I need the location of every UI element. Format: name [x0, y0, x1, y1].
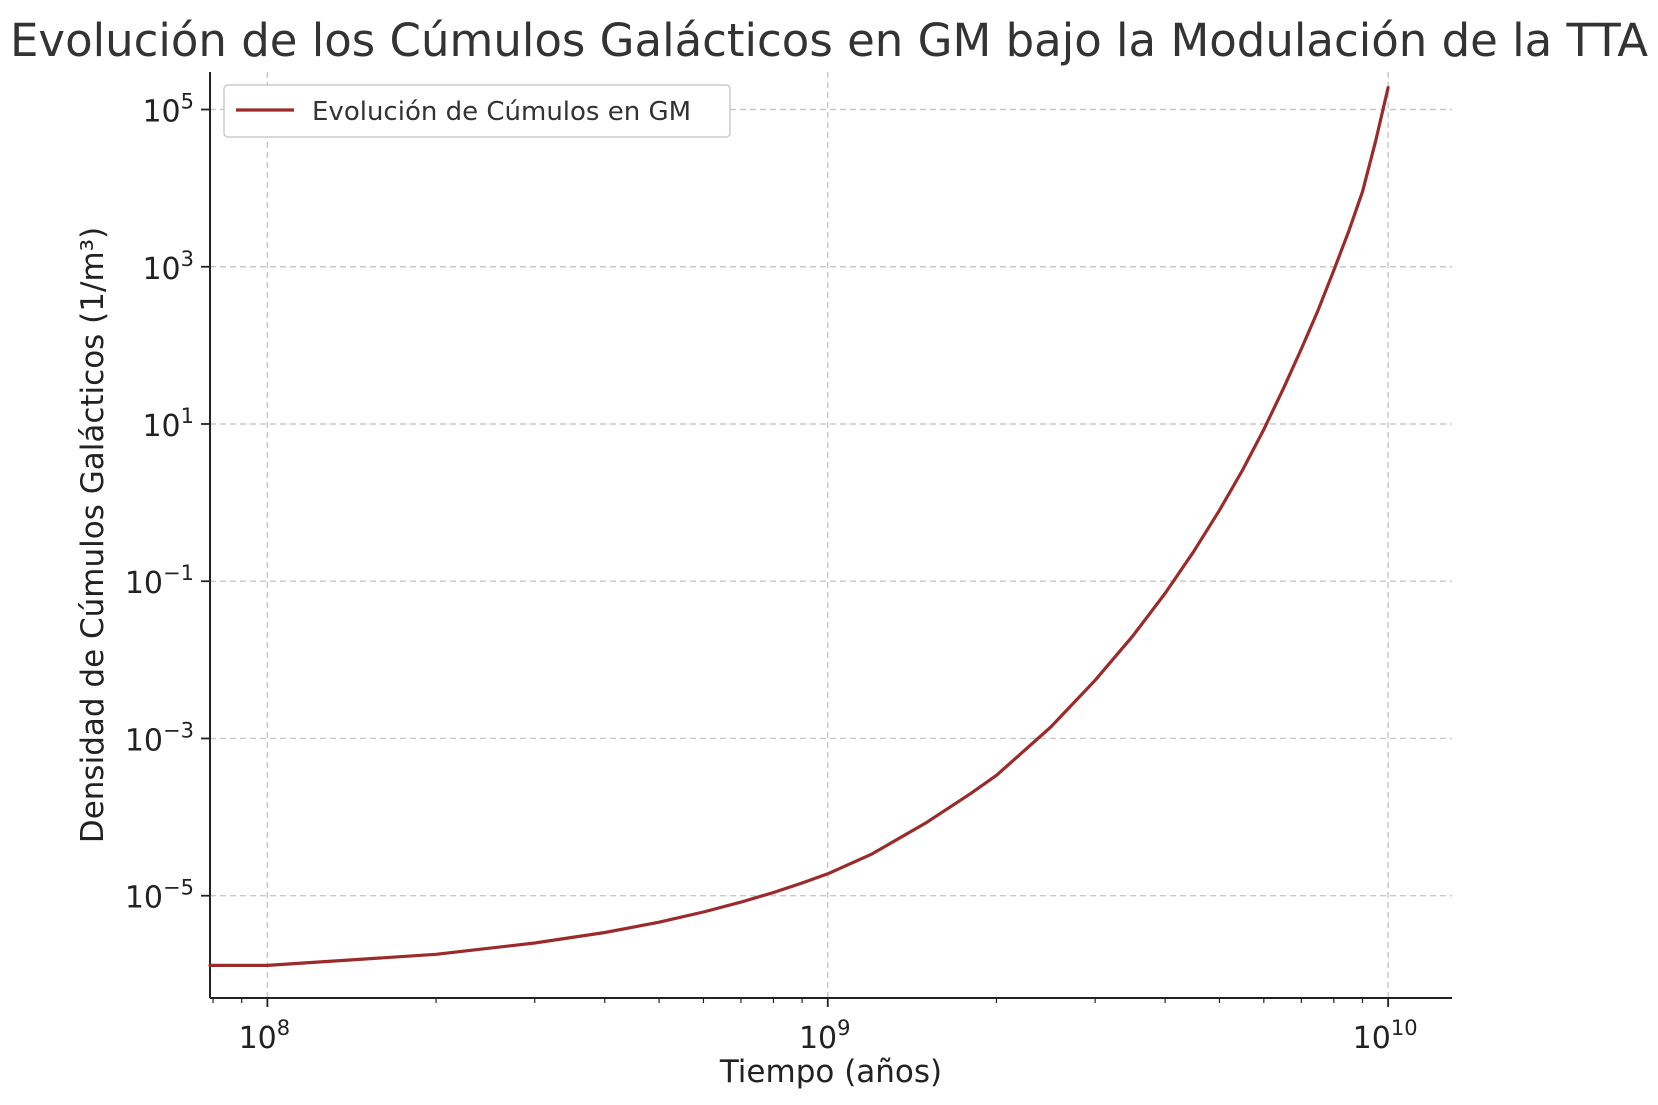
y-tick-label: 105	[142, 90, 194, 130]
y-tick-label: 10−1	[125, 561, 194, 601]
x-axis-label: Tiempo (años)	[719, 1054, 942, 1090]
y-tick-label: 10−5	[125, 876, 194, 916]
legend-label: Evolución de Cúmulos en GM	[312, 97, 691, 127]
y-tick-label-exponent: −1	[163, 561, 194, 585]
y-tick-label-exponent: −5	[163, 876, 194, 900]
legend: Evolución de Cúmulos en GM	[223, 84, 731, 138]
x-tick-label: 1010	[1353, 1016, 1418, 1056]
x-axis-ticks: 108 109 1010	[212, 998, 1418, 1056]
y-tick-label-base: 10	[125, 881, 163, 916]
y-tick-label-exponent: −3	[163, 718, 194, 742]
series-line	[208, 86, 1390, 967]
x-tick-label: 108	[239, 1016, 291, 1056]
x-tick-label-exponent: 10	[1391, 1016, 1418, 1040]
series-layer	[208, 86, 1390, 967]
y-tick-label-base: 10	[142, 95, 180, 130]
legend-box	[223, 84, 731, 138]
y-tick-label-base: 10	[142, 252, 180, 287]
y-tick-label: 103	[142, 247, 194, 287]
chart-title: Evolución de los Cúmulos Galácticos en G…	[10, 14, 1648, 67]
x-tick-label-base: 10	[1353, 1021, 1391, 1056]
y-tick-label-exponent: 1	[181, 404, 194, 428]
x-tick-label-exponent: 9	[837, 1016, 850, 1040]
y-tick-label-exponent: 3	[181, 247, 194, 271]
y-tick-label-base: 10	[142, 409, 180, 444]
x-tick-label-base: 10	[239, 1021, 277, 1056]
axes-frame	[209, 72, 1452, 999]
x-tick-label-base: 10	[799, 1021, 837, 1056]
grid-lines	[210, 72, 1452, 998]
y-tick-label-exponent: 5	[181, 90, 194, 114]
x-tick-label: 109	[799, 1016, 851, 1056]
y-tick-label-base: 10	[125, 566, 163, 601]
y-tick-label: 101	[142, 404, 194, 444]
y-tick-label: 10−3	[125, 718, 194, 758]
y-axis-label: Densidad de Cúmulos Galácticos (1/m³)	[75, 227, 111, 843]
y-tick-label-base: 10	[125, 723, 163, 758]
x-tick-label-exponent: 8	[277, 1016, 290, 1040]
